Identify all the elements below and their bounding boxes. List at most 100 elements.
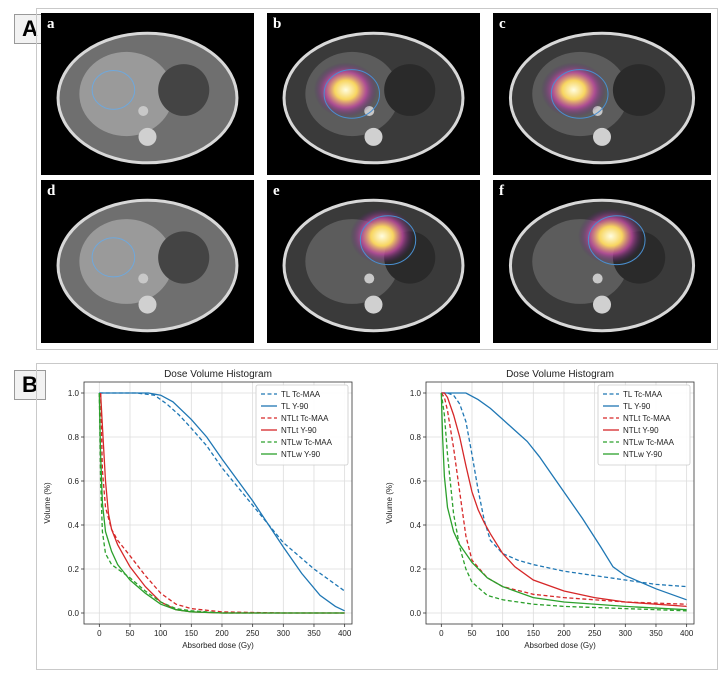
tumor-contour: [91, 237, 136, 278]
scan-image: [508, 198, 696, 333]
uptake-hotspot: [578, 208, 644, 264]
legend-entry: NTLw Y-90: [281, 450, 321, 459]
y-tick-label: 0.8: [410, 433, 422, 442]
x-tick-label: 0: [97, 629, 102, 638]
x-tick-label: 0: [439, 629, 444, 638]
scan-panel-c: c: [493, 13, 711, 175]
scan-panel-d: d: [41, 180, 254, 343]
series-line: [99, 392, 345, 592]
stomach-region: [158, 231, 210, 284]
tumor-contour: [587, 215, 646, 266]
scan-letter-c: c: [499, 16, 506, 32]
y-axis-label: Volume (%): [43, 482, 52, 524]
legend-entry: NTLw Tc-MAA: [623, 438, 675, 447]
y-tick-label: 0.0: [68, 609, 80, 618]
x-tick-label: 150: [527, 629, 541, 638]
scan-image: [282, 198, 465, 333]
series-line: [440, 392, 687, 611]
aorta: [138, 105, 149, 116]
panel-b-label: B: [14, 370, 46, 400]
spine: [593, 295, 611, 314]
x-tick-label: 350: [307, 629, 321, 638]
plot-frame: [425, 381, 695, 625]
x-tick-label: 250: [588, 629, 602, 638]
plot-frame: [83, 381, 353, 625]
y-tick-label: 0.4: [410, 521, 422, 530]
legend-entry: TL Y-90: [281, 402, 309, 411]
scan-letter-f: f: [499, 183, 504, 199]
tumor-contour: [91, 69, 136, 110]
tumor-contour: [359, 215, 417, 266]
y-axis-label: Volume (%): [385, 482, 394, 524]
scan-letter-e: e: [273, 183, 280, 199]
aorta: [138, 273, 149, 284]
y-tick-label: 0.8: [68, 433, 80, 442]
x-tick-label: 250: [246, 629, 260, 638]
stomach-region: [612, 64, 666, 116]
legend-entry: NTLt Tc-MAA: [623, 414, 671, 423]
x-axis-label: Absorbed dose (Gy): [182, 641, 254, 650]
x-tick-label: 50: [468, 629, 477, 638]
tumor-contour: [550, 69, 609, 119]
scan-image: [56, 198, 239, 333]
scan-panel-b: b: [267, 13, 480, 175]
aorta: [364, 273, 375, 284]
aorta: [592, 273, 603, 284]
scan-grid-frame: [36, 8, 718, 350]
uptake-hotspot: [350, 208, 414, 264]
legend-entry: NTLw Y-90: [623, 450, 663, 459]
scan-image: [508, 31, 696, 165]
scan-letter-a: a: [47, 16, 55, 32]
spine: [138, 295, 157, 314]
tumor-contour: [323, 69, 380, 119]
y-tick-label: 0.6: [410, 477, 422, 486]
y-tick-label: 0.4: [68, 521, 80, 530]
legend-entry: TL Tc-MAA: [281, 390, 321, 399]
legend-entry: NTLt Y-90: [623, 426, 659, 435]
series-line: [98, 392, 345, 614]
x-tick-label: 100: [154, 629, 168, 638]
panel-a-label: A: [14, 14, 46, 44]
legend-box: [597, 384, 691, 466]
uptake-hotspot: [313, 62, 378, 118]
series-line: [99, 392, 345, 612]
legend-box: [255, 384, 349, 466]
chart-title: Dose Volume Histogram: [164, 369, 272, 380]
y-tick-label: 0.6: [68, 477, 80, 486]
y-tick-label: 0.2: [68, 565, 80, 574]
x-tick-label: 100: [496, 629, 510, 638]
legend-entry: NTLw Tc-MAA: [281, 438, 333, 447]
x-tick-label: 400: [680, 629, 694, 638]
scan-panel-a: a: [41, 13, 254, 175]
y-tick-label: 1.0: [68, 389, 80, 398]
x-tick-label: 300: [619, 629, 633, 638]
x-tick-label: 350: [649, 629, 663, 638]
spine: [138, 127, 157, 146]
scan-panel-f: f: [493, 180, 711, 343]
spine: [364, 127, 383, 146]
x-tick-label: 150: [185, 629, 199, 638]
scan-panel-e: e: [267, 180, 480, 343]
spine: [364, 295, 383, 314]
stomach-region: [158, 64, 210, 116]
legend-entry: NTLt Y-90: [281, 426, 317, 435]
x-axis-label: Absorbed dose (Gy): [524, 641, 596, 650]
x-tick-label: 50: [126, 629, 135, 638]
legend-entry: TL Y-90: [623, 402, 651, 411]
legend-entry: TL Tc-MAA: [623, 390, 663, 399]
spine: [593, 127, 611, 146]
y-tick-label: 0.0: [410, 609, 422, 618]
y-tick-label: 1.0: [410, 389, 422, 398]
chart-grid-frame: [36, 363, 718, 670]
x-tick-label: 300: [277, 629, 291, 638]
series-line: [440, 392, 687, 612]
series-line: [440, 392, 687, 605]
x-tick-label: 200: [215, 629, 229, 638]
scan-image: [282, 31, 465, 165]
dvh-chart-right-svg: Dose Volume Histogram 0 50 100 150 200 250 300 3…: [385, 369, 695, 650]
x-tick-label: 200: [557, 629, 571, 638]
legend-entry: NTLt Tc-MAA: [281, 414, 329, 423]
stomach-region: [384, 64, 436, 116]
chart-title: Dose Volume Histogram: [506, 369, 614, 380]
dvh-chart-left-svg: Dose Volume Histogram 0 50 100 150 200 250 300 3…: [43, 369, 353, 650]
